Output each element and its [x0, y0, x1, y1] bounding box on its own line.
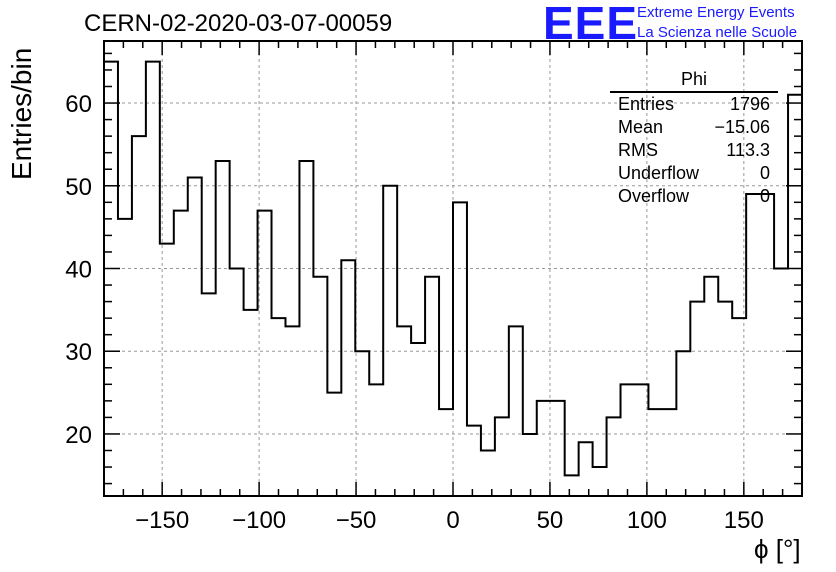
y-tick-label: 60 [65, 91, 92, 118]
axis-ticks [104, 41, 802, 496]
stats-label: RMS [618, 140, 658, 160]
x-tick-labels: −150 −100 −50 0 50 100 150 [135, 507, 764, 534]
stats-value: 0 [759, 163, 770, 183]
stats-value: 0 [759, 186, 770, 206]
logo-line-2: La Scienza nelle Scuole [637, 24, 798, 41]
x-axis-label: ϕ [°] [754, 534, 801, 564]
x-tick-label: −50 [336, 507, 377, 534]
x-tick-label: 50 [537, 507, 564, 534]
y-tick-labels: 20 30 40 50 60 [65, 91, 92, 449]
stats-label: Mean [618, 117, 664, 137]
histogram-line [104, 60, 802, 477]
y-tick-label: 20 [65, 422, 92, 449]
logo-line-1: Extreme Energy Events [637, 4, 795, 21]
stats-row-underflow: Underflow 0 [610, 162, 778, 185]
stats-row-overflow: Overflow 0 [610, 185, 778, 208]
eee-logo: EEE [543, 0, 639, 49]
stats-label: Overflow [618, 186, 690, 206]
stats-box: Phi Entries 1796 Mean −15.06 RMS 113.3 U… [610, 68, 778, 208]
stats-row-rms: RMS 113.3 [610, 139, 778, 162]
x-tick-label: 100 [627, 507, 667, 534]
stats-label: Underflow [618, 163, 700, 183]
x-tick-label: −100 [232, 507, 286, 534]
stats-row-entries: Entries 1796 [610, 93, 778, 116]
logo-subtitle: Extreme Energy Events La Scienza nelle S… [637, 3, 797, 43]
stats-title: Phi [610, 68, 778, 93]
chart-title: CERN-02-2020-03-07-00059 [84, 10, 393, 37]
stats-value: 113.3 [726, 140, 770, 160]
stats-label: Entries [618, 94, 675, 114]
stats-row-mean: Mean −15.06 [610, 116, 778, 139]
x-tick-label: −150 [135, 507, 189, 534]
y-tick-label: 50 [65, 174, 92, 201]
y-tick-label: 40 [65, 257, 92, 284]
stats-value: −15.06 [714, 117, 770, 137]
x-tick-label: 150 [724, 507, 764, 534]
x-tick-label: 0 [446, 507, 459, 534]
y-tick-label: 30 [65, 339, 92, 366]
stats-value: 1796 [729, 94, 770, 114]
